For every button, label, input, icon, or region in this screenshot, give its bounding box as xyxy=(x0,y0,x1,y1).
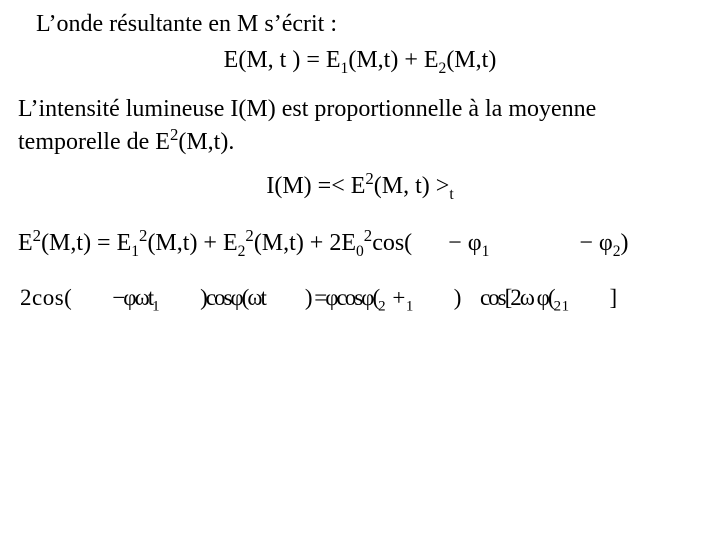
eq1-mid: (M,t) + E xyxy=(348,47,438,73)
equation-2: I(M) =< E2(M, t) >t xyxy=(18,172,702,201)
eq4-g: cos[2ω φ( xyxy=(480,285,554,310)
equation-4: 2cos(−φωt1)cosφ(ωt) =φcosφ(2 +1)cos[2ω φ… xyxy=(20,284,702,312)
text-line-2c: (M,t). xyxy=(178,129,234,155)
eq3-e: cos( xyxy=(372,230,412,256)
eq4-c: )cosφ(ωt xyxy=(200,285,265,310)
eq3-sup1: 2 xyxy=(33,226,41,245)
eq2-b: (M, t) > xyxy=(374,173,450,199)
sub-t: t xyxy=(449,186,453,203)
eq4-e: + xyxy=(386,285,406,310)
eq4-d: ) =φcosφ( xyxy=(305,285,378,310)
eq2-a: I(M) =< E xyxy=(266,173,365,199)
eq4-sub3: 1 xyxy=(406,298,414,314)
equation-1: E(M, t ) = E1(M,t) + E2(M,t) xyxy=(18,46,702,75)
eq4-sub5: 1 xyxy=(562,298,570,314)
eq3-sub2: 2 xyxy=(238,243,246,260)
text-line-2a: L’intensité lumineuse I(M) est proportio… xyxy=(18,96,596,122)
eq1-lhs: E(M, t ) = E xyxy=(224,47,341,73)
eq4-f: ) xyxy=(454,285,462,310)
text-line-1: L’onde résultante en M s’écrit : xyxy=(36,11,337,37)
eq4-a: 2cos( xyxy=(20,285,72,310)
eq3-d: (M,t) + 2E xyxy=(254,230,356,256)
eq3-c: (M,t) + E xyxy=(147,230,237,256)
eq3-f: − φ xyxy=(448,230,481,256)
eq3-a: E xyxy=(18,230,33,256)
eq3-sup4: 2 xyxy=(364,226,372,245)
eq3-g: − φ xyxy=(579,230,612,256)
sup-2b: 2 xyxy=(365,169,373,188)
equation-3: E2(M,t) = E12(M,t) + E22(M,t) + 2E02cos(… xyxy=(18,229,702,258)
eq3-sub4: 2 xyxy=(613,243,621,260)
eq4-h: ] xyxy=(610,285,618,310)
text-line-2b: temporelle de E xyxy=(18,129,170,155)
paragraph-2: L’intensité lumineuse I(M) est proportio… xyxy=(18,93,702,158)
eq4-sub2: 2 xyxy=(378,298,386,314)
eq4-sub1: 1 xyxy=(152,298,160,314)
eq3-sup3: 2 xyxy=(245,226,253,245)
eq4-sub4: 2 xyxy=(554,298,562,314)
paragraph-1: L’onde résultante en M s’écrit : xyxy=(36,8,702,40)
eq3-h: ) xyxy=(621,230,629,256)
eq3-b: (M,t) = E xyxy=(41,230,131,256)
eq4-b: −φωt xyxy=(112,285,152,310)
eq1-rhs: (M,t) xyxy=(446,47,496,73)
eq3-sub0: 0 xyxy=(356,243,364,260)
eq3-sub1: 1 xyxy=(131,243,139,260)
eq3-sub3: 1 xyxy=(482,243,490,260)
